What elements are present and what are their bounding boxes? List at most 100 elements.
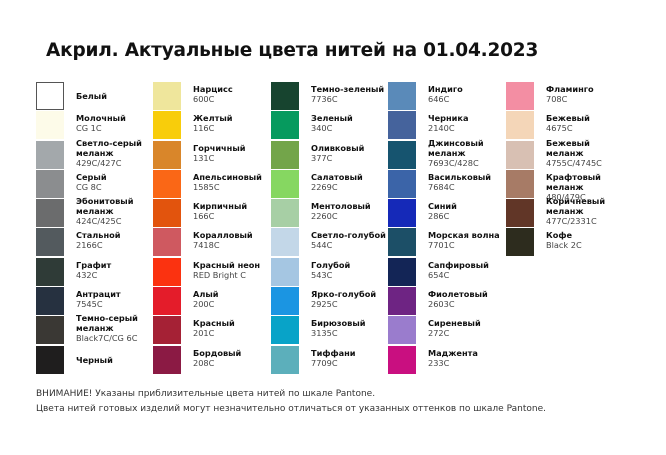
page-title: Акрил. Актуальные цвета нитей на 01.04.2… (46, 40, 539, 61)
color-name: Темно-зеленый (311, 84, 385, 94)
color-name: Сапфировый (428, 259, 489, 270)
pantone-code: CG 8C (76, 181, 102, 192)
color-name: Черный (76, 354, 113, 365)
color-column: Фламинго 708C Бежевый 4675C Бежевый меланж 47… (506, 82, 624, 258)
color-column: Темно-зеленый 7736C Зеленый 340C Оливковый 37… (271, 82, 389, 375)
pantone-code: Black7C/CG 6C (76, 333, 138, 344)
color-item: Графит 432C (36, 257, 154, 287)
color-swatch (506, 199, 534, 228)
pantone-code: 2140C (428, 123, 455, 134)
color-name: Коралловый (193, 230, 253, 241)
color-name: Васильковый (428, 171, 492, 182)
color-name: Черника (428, 113, 469, 124)
color-item: Маджента 233C (388, 345, 506, 375)
color-name: Светло-серый меланж (76, 137, 142, 158)
color-name: Бордовый (193, 347, 242, 358)
color-item: Темно-серый меланж Black7C/CG 6C (36, 313, 154, 345)
pantone-code: 7545C (76, 299, 103, 310)
color-item: Красный 201C (153, 316, 271, 345)
warning-note: ВНИМАНИЕ! Указаны приблизительные цвета … (36, 389, 376, 399)
color-name: Светло-голубой (311, 230, 386, 241)
color-swatch (388, 169, 416, 198)
color-name: Нарцисс (193, 84, 233, 94)
color-name: Стальной (76, 230, 121, 241)
color-swatch (153, 316, 181, 345)
color-swatch (271, 140, 299, 169)
pantone-code: 166C (193, 211, 215, 222)
disclaimer-note: Цвета нитей готовых изделий могут незнач… (36, 404, 546, 414)
pantone-code: 2260C (311, 211, 338, 222)
color-item: Ментоловый 2260C (271, 199, 389, 228)
pantone-code: 7418C (193, 240, 220, 251)
color-name: Красный (193, 318, 235, 329)
color-item: Крафтовый меланж 480/479C (506, 169, 624, 202)
pantone-code: 7684C (428, 181, 455, 192)
pantone-code: 377C (311, 152, 333, 163)
color-swatch (153, 257, 181, 286)
color-swatch (36, 287, 64, 316)
color-name: Фиолетовый (428, 289, 488, 300)
color-item: Бежевый меланж 4755C/4745C (506, 137, 624, 170)
pantone-code: 116C (193, 123, 215, 134)
color-item: Молочный CG 1C (36, 111, 154, 140)
color-item: Голубой 543C (271, 257, 389, 287)
color-name: Тиффани (311, 347, 356, 358)
color-swatch (506, 111, 534, 140)
color-name: Индиго (428, 84, 463, 94)
pantone-code: 646C (428, 94, 450, 104)
color-item: Нарцисс 600C (153, 82, 271, 111)
color-name: Антрацит (76, 289, 121, 300)
color-name: Бежевый меланж (546, 137, 590, 158)
color-name: Желтый (193, 113, 233, 124)
pantone-code: 2166C (76, 240, 103, 251)
color-swatch (153, 228, 181, 257)
color-swatch (388, 345, 416, 374)
color-name: Голубой (311, 259, 351, 270)
pantone-code: 4675C (546, 123, 573, 134)
pantone-code: 600C (193, 94, 215, 104)
color-item: Белый (36, 82, 154, 111)
pantone-code: 424C/425C (76, 216, 122, 227)
color-item: Бежевый 4675C (506, 111, 624, 140)
color-swatch (388, 316, 416, 345)
color-item: Сиреневый 272C (388, 316, 506, 345)
color-item: Темно-зеленый 7736C (271, 82, 389, 111)
color-swatch (271, 345, 299, 374)
pantone-code: 480/479C (546, 191, 586, 202)
color-swatch (153, 287, 181, 316)
color-name: Джинсовый меланж (428, 137, 484, 158)
color-item: Желтый 116C (153, 111, 271, 140)
color-swatch (388, 111, 416, 140)
color-name: Молочный (76, 113, 126, 124)
color-name: Сиреневый (428, 318, 481, 329)
color-item: Кофе Black 2C (506, 228, 624, 257)
pantone-code: 2269C (311, 181, 338, 192)
color-name: Оливковый (311, 142, 365, 153)
color-item: Салатовый 2269C (271, 169, 389, 199)
pantone-code: RED Bright C (193, 269, 246, 280)
color-swatch (36, 257, 64, 286)
color-item: Фиолетовый 2603C (388, 287, 506, 316)
pantone-code: 272C (428, 328, 450, 339)
color-name: Фламинго (546, 84, 594, 94)
color-column: Нарцисс 600C Желтый 116C Горчичный 131C Апельс… (153, 82, 271, 375)
color-item: Серый CG 8C (36, 169, 154, 199)
pantone-code: 2603C (428, 299, 455, 310)
color-swatch (36, 169, 64, 198)
color-name: Горчичный (193, 142, 246, 153)
color-name: Темно-серый меланж (76, 313, 138, 334)
color-item: Стальной 2166C (36, 228, 154, 257)
color-item: Черный (36, 345, 154, 375)
color-name: Зеленый (311, 113, 353, 124)
color-item: Синий 286C (388, 199, 506, 228)
color-item: Коричневый меланж 477C/2331C (506, 196, 624, 228)
pantone-code: Black 2C (546, 240, 582, 251)
color-name: Синий (428, 201, 457, 212)
color-swatch (153, 169, 181, 198)
color-name: Ярко-голубой (311, 289, 377, 300)
color-swatch (153, 199, 181, 228)
pantone-code: 4755C/4745C (546, 157, 602, 168)
color-swatch (36, 228, 64, 257)
color-item: Коралловый 7418C (153, 228, 271, 257)
color-item: Эбонитовый меланж 424C/425C (36, 196, 154, 228)
